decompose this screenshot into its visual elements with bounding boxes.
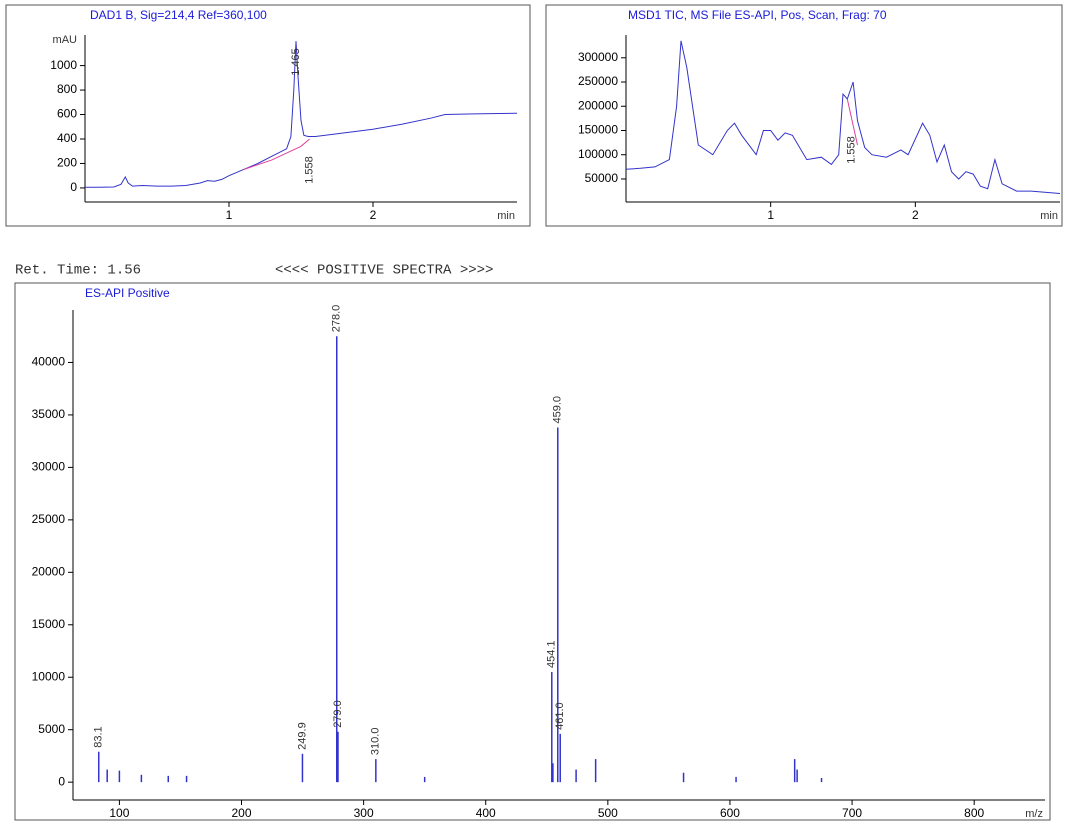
y-tick-label: 25000 xyxy=(32,512,66,526)
y-tick-label: 1000 xyxy=(50,58,77,72)
peak-label: 249.9 xyxy=(296,722,308,750)
x-tick-label: 100 xyxy=(109,806,129,820)
trace xyxy=(243,138,310,171)
y-tick-label: 400 xyxy=(57,131,77,145)
y-tick-label: 300000 xyxy=(578,50,618,64)
y-tick-label: 0 xyxy=(70,180,77,194)
x-tick-label: 300 xyxy=(354,806,374,820)
y-tick-label: 0 xyxy=(58,774,65,788)
y-tick-label: 600 xyxy=(57,107,77,121)
x-tick-label: 1 xyxy=(226,208,233,222)
x-tick-label: 600 xyxy=(720,806,740,820)
chart-title: MSD1 TIC, MS File ES-API, Pos, Scan, Fra… xyxy=(628,8,887,22)
peak-label: 279.0 xyxy=(332,700,344,728)
y-tick-label: 150000 xyxy=(578,123,618,137)
y-tick-label: 200000 xyxy=(578,98,618,112)
trace xyxy=(625,40,1061,194)
y-tick-label: 10000 xyxy=(32,669,66,683)
peak-label: 83.1 xyxy=(93,726,105,747)
y-tick-label: 50000 xyxy=(585,171,619,185)
chart-frame xyxy=(545,4,1063,227)
peak-label: 461.0 xyxy=(554,702,566,730)
y-tick-label: 40000 xyxy=(32,355,66,369)
y-tick-label: 200 xyxy=(57,156,77,170)
x-tick-label: 1 xyxy=(767,208,774,222)
x-axis-label: min xyxy=(1040,210,1058,222)
x-tick-label: 2 xyxy=(912,208,919,222)
trace xyxy=(85,41,518,188)
y-tick-label: 20000 xyxy=(32,564,66,578)
chart-frame xyxy=(5,4,531,227)
peak-label: 278.0 xyxy=(331,305,343,333)
trace xyxy=(846,98,858,146)
y-axis-label: mAU xyxy=(53,34,78,46)
x-tick-label: 400 xyxy=(476,806,496,820)
peak-label: 454.1 xyxy=(546,640,558,668)
x-tick-label: 200 xyxy=(231,806,251,820)
peak-annotation: 1.558 xyxy=(845,136,857,164)
chart-frame xyxy=(14,282,1051,821)
y-tick-label: 800 xyxy=(57,82,77,96)
y-tick-label: 5000 xyxy=(38,722,65,736)
chart-title: DAD1 B, Sig=214,4 Ref=360,100 xyxy=(90,8,267,22)
peak-label: 310.0 xyxy=(370,728,382,756)
spectra-title: <<<< POSITIVE SPECTRA >>>> xyxy=(275,263,493,279)
x-tick-label: 800 xyxy=(964,806,984,820)
x-tick-label: 500 xyxy=(598,806,618,820)
chart-title: ES-API Positive xyxy=(85,286,170,300)
y-tick-label: 35000 xyxy=(32,407,66,421)
peak-annotation: 1.465 xyxy=(290,48,302,76)
y-tick-label: 30000 xyxy=(32,460,66,474)
peak-label: 459.0 xyxy=(552,396,564,424)
x-axis-label: m/z xyxy=(1025,808,1043,820)
peak-annotation: 1.558 xyxy=(303,156,315,184)
y-tick-label: 250000 xyxy=(578,74,618,88)
x-axis-label: min xyxy=(497,210,515,222)
x-tick-label: 2 xyxy=(370,208,377,222)
y-tick-label: 100000 xyxy=(578,147,618,161)
ret-time: Ret. Time: 1.56 xyxy=(15,263,141,279)
x-tick-label: 700 xyxy=(842,806,862,820)
y-tick-label: 15000 xyxy=(32,617,66,631)
